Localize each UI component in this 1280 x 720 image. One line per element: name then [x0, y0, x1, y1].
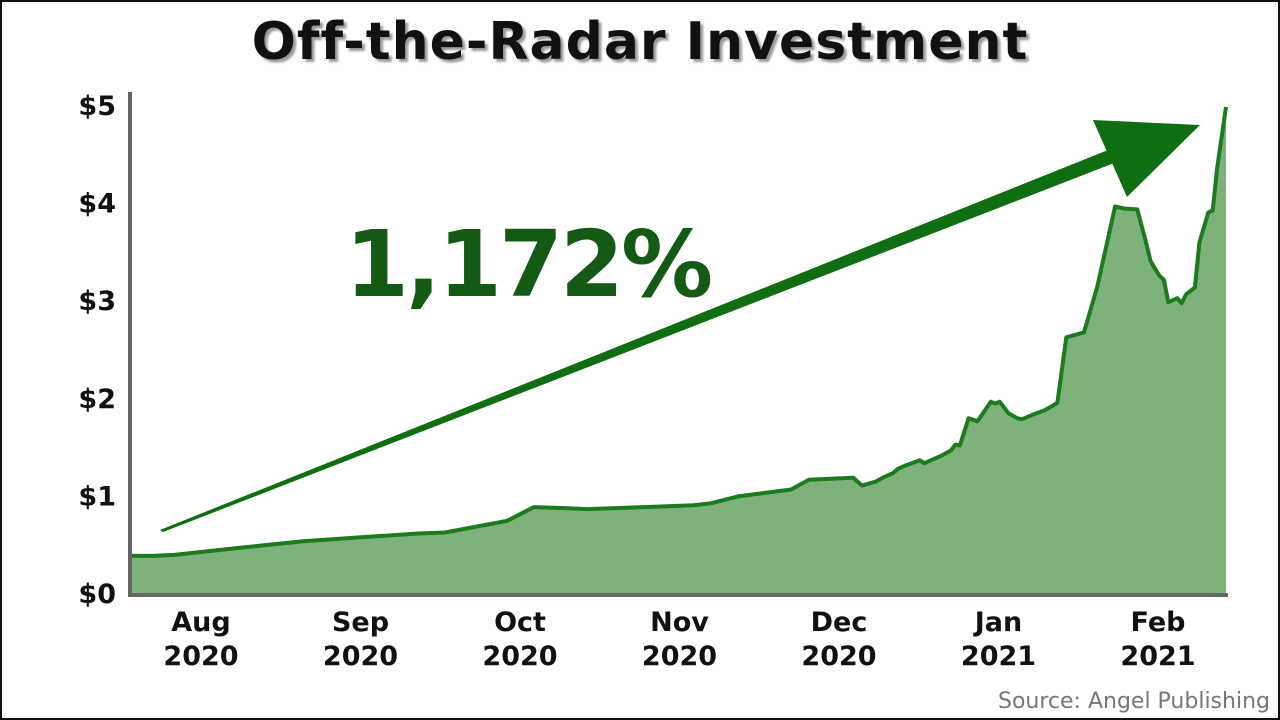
y-tick-label: $4 — [78, 189, 116, 220]
growth-arrow-shaft — [160, 146, 1122, 532]
x-tick-year-label: 2021 — [1120, 641, 1195, 672]
y-tick-label: $5 — [78, 91, 116, 122]
x-tick-label: Jan — [973, 607, 1023, 638]
x-tick-year-label: 2020 — [323, 641, 398, 672]
x-tick-year-label: 2020 — [801, 641, 876, 672]
y-tick-label: $1 — [78, 481, 116, 512]
x-tick-label: Oct — [494, 607, 546, 638]
x-tick-year-label: 2021 — [961, 641, 1036, 672]
area-fill — [130, 107, 1226, 593]
chart-title: Off-the-Radar Investment — [251, 12, 1029, 72]
y-tick-label: $2 — [78, 384, 116, 415]
x-tick-year-label: 2020 — [163, 641, 238, 672]
growth-annotation: 1,172% — [345, 211, 711, 318]
x-tick-label: Dec — [811, 607, 868, 638]
x-tick-label: Aug — [171, 607, 230, 638]
series-line — [130, 106, 1228, 558]
source-note: Source: Angel Publishing — [997, 689, 1270, 714]
growth-arrow-head — [1093, 120, 1200, 197]
x-tick-label: Sep — [332, 607, 389, 638]
x-tick-label: Nov — [650, 607, 709, 638]
x-tick-year-label: 2020 — [482, 641, 557, 672]
x-tick-label: Feb — [1131, 607, 1186, 638]
y-tick-label: $3 — [78, 286, 116, 317]
x-tick-year-label: 2020 — [642, 641, 717, 672]
y-tick-label: $0 — [78, 579, 116, 610]
